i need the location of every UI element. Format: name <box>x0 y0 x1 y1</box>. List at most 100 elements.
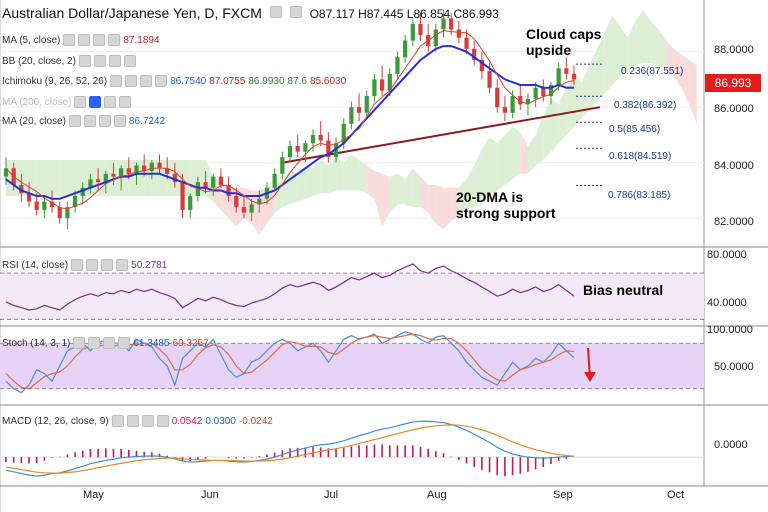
price-tick-86: 86.0000 <box>714 103 754 115</box>
candle-body <box>441 18 446 30</box>
candle-body <box>403 40 408 58</box>
ichimoku-cloud-seg <box>558 87 567 144</box>
candle-body <box>272 173 277 188</box>
candle-body <box>487 71 492 88</box>
symbol-label: Australian Dollar/Japanese Yen, D, FXCM <box>2 5 262 21</box>
candle-body <box>42 201 47 210</box>
ichimoku-cloud-seg <box>658 29 667 69</box>
rsi-legend[interactable]: RSI (14, close) 50.2781 <box>2 259 168 271</box>
x-tick-sep: Sep <box>553 489 573 501</box>
candle-body <box>449 18 454 30</box>
indicator-ichimoku[interactable]: Ichimoku (9, 26, 52, 26) 86.7540 87.0755… <box>2 75 347 87</box>
ichimoku-cloud-seg <box>75 159 83 197</box>
candle-body <box>495 87 500 108</box>
candle-body <box>333 143 339 158</box>
candle-body <box>26 193 32 202</box>
ichimoku-cloud-seg <box>512 126 521 180</box>
macd-legend[interactable]: MACD (12, 26, close, 9) 0.0542 0.0300 -0… <box>2 415 273 427</box>
macd-line <box>5 420 575 477</box>
annotation-dma: 20-DMA is strong support <box>456 189 556 221</box>
x-tick-oct: Oct <box>667 489 685 501</box>
down-arrow-head <box>584 372 596 382</box>
candle-body <box>80 187 85 197</box>
candle-body <box>571 73 577 80</box>
ichimoku-cloud-seg <box>535 115 544 166</box>
ichimoku-cloud-seg <box>67 159 76 197</box>
x-tick-jun: Jun <box>201 489 219 501</box>
indicator-ma200[interactable]: MA (200, close) <box>2 96 132 108</box>
candle-body <box>180 182 185 210</box>
indicator-ma20[interactable]: MA (20, close) 86.7242 <box>2 115 166 127</box>
candle-body <box>341 123 346 144</box>
candle-body <box>518 96 523 105</box>
indicator-bb[interactable]: BB (20, close, 2) <box>2 55 136 67</box>
compare-icon[interactable] <box>289 6 302 18</box>
candle-body <box>395 57 400 74</box>
candle-body <box>172 173 177 183</box>
ichimoku-cloud-seg <box>282 171 290 208</box>
fib-500-label: 0.5(85.456) <box>609 124 661 135</box>
fib-236-label: 0.236(87.551) <box>621 66 684 77</box>
candle-body <box>111 173 116 177</box>
candle-body <box>502 107 508 113</box>
chart-title: Australian Dollar/Japanese Yen, D, FXCM … <box>2 5 499 21</box>
candle-body <box>165 168 170 174</box>
ichimoku-cloud-seg <box>366 165 375 199</box>
ichimoku-cloud-seg <box>136 159 145 197</box>
ichimoku-cloud-seg <box>428 184 436 224</box>
candle-body <box>280 157 285 174</box>
ichimoku-cloud-seg <box>574 71 582 127</box>
candle-body <box>418 23 423 35</box>
price-tick-88: 88.0000 <box>714 44 754 56</box>
candle-body <box>479 59 485 72</box>
ichimoku-cloud-seg <box>374 171 383 227</box>
ichimoku-cloud-seg <box>328 157 337 194</box>
ichimoku-cloud-seg <box>504 126 513 185</box>
x-tick-may: May <box>83 489 104 501</box>
fib-618-label: 0.618(84.519) <box>609 151 672 162</box>
ichimoku-cloud-seg <box>105 159 114 197</box>
candle-body <box>257 198 262 205</box>
candle-body <box>203 182 208 188</box>
candle-body <box>234 196 239 208</box>
stoch-tick-50: 50.0000 <box>714 361 754 373</box>
indicator-ma5[interactable]: MA (5, close) 87.1894 <box>2 34 160 46</box>
candle-body <box>126 168 131 174</box>
stoch-d-line <box>5 333 575 390</box>
ichimoku-cloud-seg <box>359 159 367 194</box>
ichimoku-cloud-seg <box>581 65 590 119</box>
candle-body <box>95 179 101 183</box>
stoch-legend[interactable]: Stoch (14, 3, 1) 61.3485 69.3257 <box>2 337 209 349</box>
ma20-line <box>5 45 574 200</box>
candle-body <box>88 179 93 188</box>
candle-body <box>410 23 415 41</box>
ichimoku-cloud-seg <box>489 137 498 197</box>
ichimoku-cloud-seg <box>458 179 467 216</box>
candle-body <box>57 207 62 219</box>
candle-body <box>379 79 385 91</box>
candle-body <box>349 107 354 124</box>
rsi-band <box>0 273 704 320</box>
candle-body <box>134 165 139 174</box>
ichimoku-cloud-seg <box>290 171 298 205</box>
candle-body <box>211 176 216 188</box>
ichimoku-cloud-seg <box>689 59 697 124</box>
ichimoku-cloud-seg <box>597 32 605 102</box>
ichimoku-cloud-seg <box>435 184 444 230</box>
ichimoku-cloud-seg <box>474 148 482 208</box>
ichimoku-cloud-seg <box>443 187 452 230</box>
ichimoku-cloud-seg <box>320 159 329 194</box>
settings-icon[interactable] <box>269 6 282 18</box>
ichimoku-cloud-seg <box>29 159 37 197</box>
ohlc-label: O87.117 H87.445 L86.854 C86.993 <box>309 7 499 21</box>
ichimoku-cloud-seg <box>550 98 559 152</box>
candle-body <box>326 140 331 158</box>
fib-382-label: 0.382(86.392) <box>614 100 677 111</box>
stoch-k-line <box>5 331 575 394</box>
annotation-bias: Bias neutral <box>583 282 664 298</box>
ichimoku-cloud-seg <box>343 154 352 191</box>
ichimoku-cloud-seg <box>405 168 413 208</box>
candle-body <box>3 168 9 177</box>
ichimoku-cloud-seg <box>666 40 674 77</box>
